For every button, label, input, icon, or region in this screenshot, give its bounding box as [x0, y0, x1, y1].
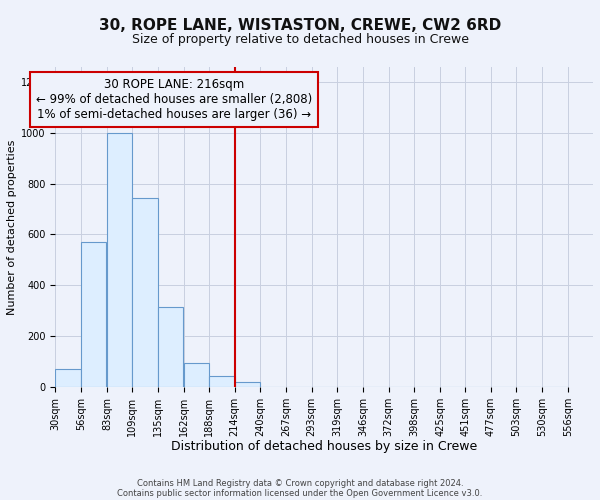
X-axis label: Distribution of detached houses by size in Crewe: Distribution of detached houses by size … — [171, 440, 478, 453]
Bar — [209, 376, 235, 387]
Text: Size of property relative to detached houses in Crewe: Size of property relative to detached ho… — [131, 32, 469, 46]
Y-axis label: Number of detached properties: Number of detached properties — [7, 139, 17, 314]
Bar — [107, 133, 133, 387]
Text: 30, ROPE LANE, WISTASTON, CREWE, CW2 6RD: 30, ROPE LANE, WISTASTON, CREWE, CW2 6RD — [99, 18, 501, 32]
Text: Contains HM Land Registry data © Crown copyright and database right 2024.: Contains HM Land Registry data © Crown c… — [137, 478, 463, 488]
Bar — [133, 198, 158, 387]
Bar — [184, 362, 209, 387]
Bar — [158, 307, 183, 387]
Bar — [235, 382, 260, 387]
Bar — [81, 242, 106, 387]
Bar — [55, 369, 81, 387]
Text: Contains public sector information licensed under the Open Government Licence v3: Contains public sector information licen… — [118, 488, 482, 498]
Text: 30 ROPE LANE: 216sqm
← 99% of detached houses are smaller (2,808)
1% of semi-det: 30 ROPE LANE: 216sqm ← 99% of detached h… — [36, 78, 313, 122]
